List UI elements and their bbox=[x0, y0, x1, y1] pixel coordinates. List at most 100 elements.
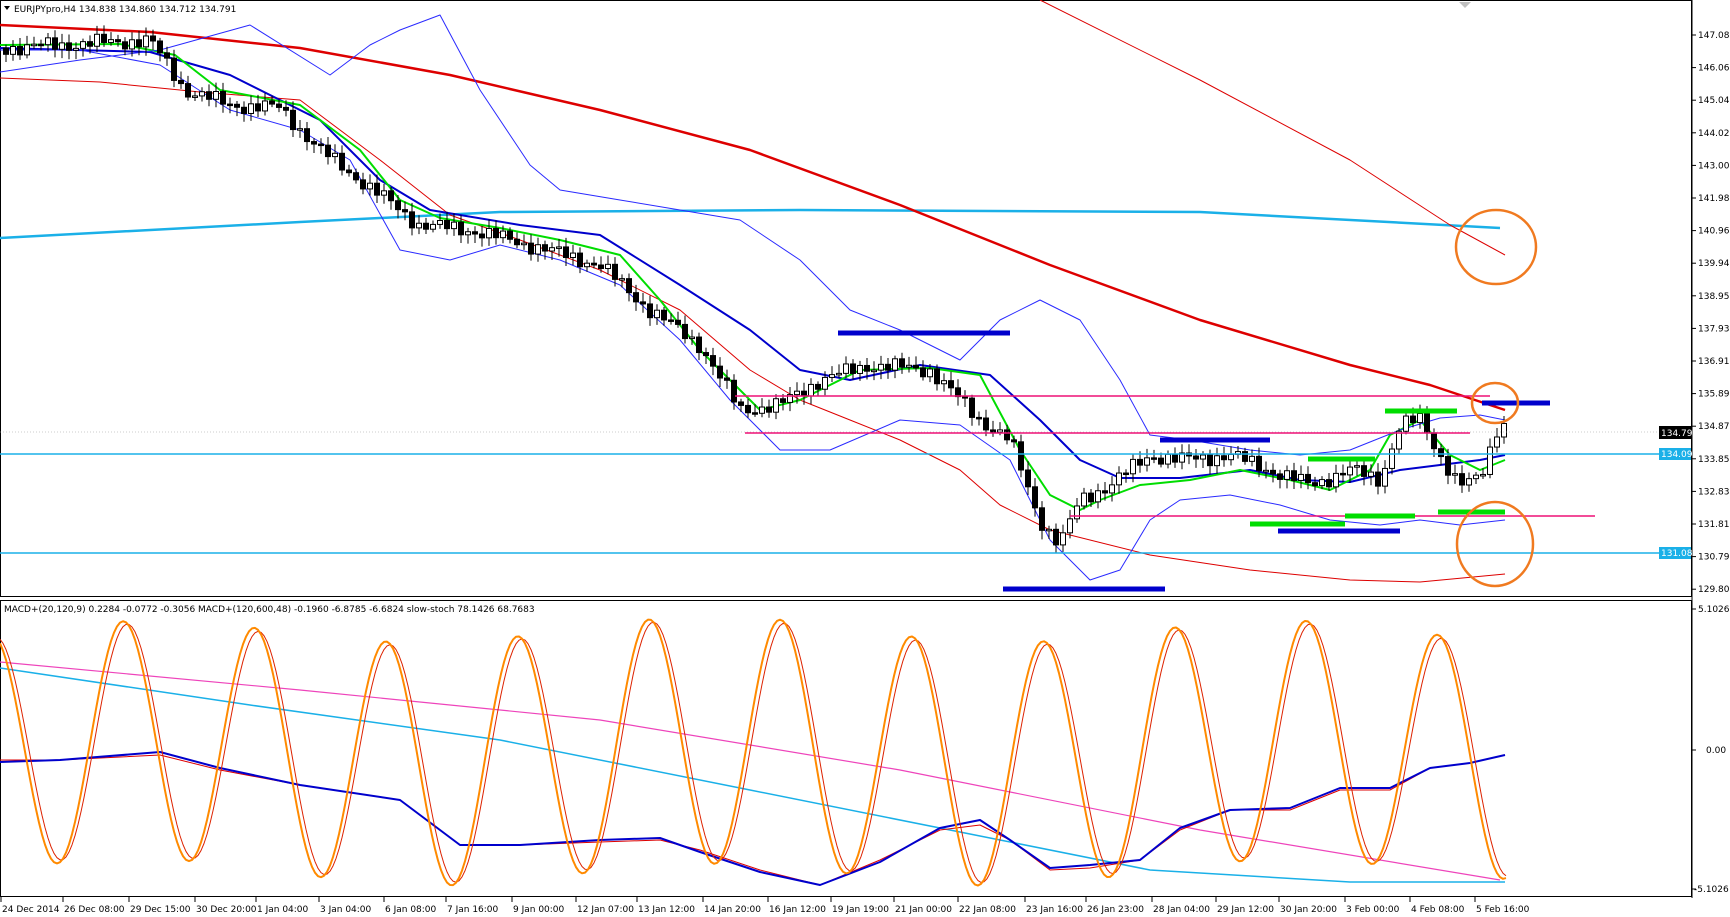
candle-body bbox=[1130, 458, 1136, 475]
dropdown-triangle-icon[interactable] bbox=[4, 6, 10, 10]
candle-body bbox=[605, 263, 611, 270]
time-tick-label: 3 Jan 04:00 bbox=[320, 905, 372, 915]
time-tick-label: 21 Jan 00:00 bbox=[895, 905, 952, 915]
candle-body bbox=[1417, 412, 1423, 424]
candle-body bbox=[304, 128, 310, 143]
candle-body bbox=[3, 47, 9, 55]
oscillator-panel[interactable] bbox=[0, 600, 1692, 897]
candle-body bbox=[885, 363, 891, 371]
candle-body bbox=[1263, 469, 1269, 473]
candle-body bbox=[31, 43, 37, 47]
candle-body bbox=[479, 233, 485, 239]
time-tick-label: 6 Jan 08:00 bbox=[385, 905, 437, 915]
candle-body bbox=[1242, 451, 1248, 462]
candle-body bbox=[24, 44, 30, 56]
candle-body bbox=[577, 252, 583, 268]
candle-body bbox=[1137, 458, 1143, 466]
candle-body bbox=[619, 278, 625, 281]
candle-body bbox=[1228, 453, 1234, 461]
shift-marker-icon[interactable] bbox=[1459, 2, 1471, 8]
candle-body bbox=[710, 355, 716, 367]
candle-body bbox=[325, 144, 331, 158]
candle-body bbox=[1459, 473, 1465, 486]
price-tick-label: 147.080 bbox=[1698, 31, 1730, 41]
candle-body bbox=[241, 106, 247, 114]
candle-body bbox=[1389, 448, 1395, 469]
candle-body bbox=[864, 364, 870, 372]
candle-body bbox=[1256, 455, 1262, 472]
price-tick-label: 133.850 bbox=[1698, 455, 1730, 465]
candle-body bbox=[647, 303, 653, 319]
candle-body bbox=[1424, 412, 1430, 434]
candle-body bbox=[1326, 479, 1332, 488]
candle-body bbox=[129, 39, 135, 50]
candle-body bbox=[878, 363, 884, 371]
indicator-header: MACD+(20,120,9) 0.2284 -0.0772 -0.3056 M… bbox=[4, 605, 535, 615]
candle-body bbox=[1039, 507, 1045, 531]
candle-body bbox=[178, 79, 184, 85]
candle-body bbox=[353, 172, 359, 181]
candle-body bbox=[696, 336, 702, 354]
candle-body bbox=[661, 309, 667, 321]
candle-body bbox=[717, 365, 723, 379]
candle-body bbox=[262, 100, 268, 112]
candle-body bbox=[892, 358, 898, 371]
candle-body bbox=[157, 40, 163, 54]
candle-body bbox=[1158, 457, 1164, 465]
candle-body bbox=[773, 398, 779, 413]
candle-body bbox=[1165, 453, 1171, 465]
candle-body bbox=[17, 46, 23, 56]
candle-body bbox=[1144, 457, 1150, 466]
candle-body bbox=[1116, 472, 1122, 486]
candle-body bbox=[52, 37, 58, 50]
candle-body bbox=[472, 231, 478, 235]
candle-body bbox=[1340, 472, 1346, 476]
candle-body bbox=[962, 396, 968, 399]
candle-body bbox=[948, 380, 954, 389]
candle-body bbox=[388, 190, 394, 202]
candle-body bbox=[1053, 528, 1059, 546]
candle-body bbox=[1109, 484, 1115, 494]
candle-body bbox=[1102, 490, 1108, 494]
price-tick-label: 136.910 bbox=[1698, 357, 1730, 367]
candle-body bbox=[738, 401, 744, 406]
candle-body bbox=[836, 372, 842, 376]
candle-body bbox=[94, 33, 100, 47]
candle-body bbox=[1011, 439, 1017, 443]
candle-body bbox=[703, 352, 709, 357]
current-price-tag: 134.791 bbox=[1659, 426, 1698, 439]
candle-body bbox=[668, 319, 674, 322]
stoch-main-line bbox=[0, 618, 1507, 887]
time-tick-label: 29 Jan 12:00 bbox=[1217, 905, 1274, 915]
highlight-circle bbox=[1454, 208, 1538, 286]
candle-body bbox=[381, 190, 387, 196]
candle-body bbox=[794, 390, 800, 396]
candle-body bbox=[234, 103, 240, 108]
price-tick-label: 141.980 bbox=[1698, 194, 1730, 204]
candle-body bbox=[80, 41, 86, 49]
candle-body bbox=[1473, 474, 1479, 480]
candle-body bbox=[563, 246, 569, 258]
candle-body bbox=[976, 416, 982, 420]
macd-long-line bbox=[0, 667, 1505, 883]
time-tick-label: 16 Jan 12:00 bbox=[769, 905, 826, 915]
candle-body bbox=[521, 242, 527, 246]
candle-body bbox=[297, 128, 303, 131]
candle-body bbox=[640, 301, 646, 305]
time-tick-label: 9 Jan 00:00 bbox=[513, 905, 565, 915]
current-price-label: 134.791 bbox=[1661, 429, 1698, 439]
ma-cyan-line bbox=[0, 208, 1501, 240]
candle-body bbox=[66, 42, 72, 51]
candle-body bbox=[843, 363, 849, 374]
candle-body bbox=[1004, 429, 1010, 441]
candle-body bbox=[465, 231, 471, 236]
oscillator-axis: 5.1026 0.00 -5.1026 bbox=[1692, 605, 1730, 895]
price-panel[interactable] bbox=[0, 0, 1692, 597]
candle-body bbox=[1060, 532, 1066, 546]
time-tick-label: 7 Jan 16:00 bbox=[447, 905, 499, 915]
oscillator-lines bbox=[0, 618, 1507, 887]
candle-body bbox=[255, 103, 261, 112]
level-upper-label: 134.097 bbox=[1661, 450, 1698, 460]
candle-body bbox=[1200, 454, 1206, 460]
